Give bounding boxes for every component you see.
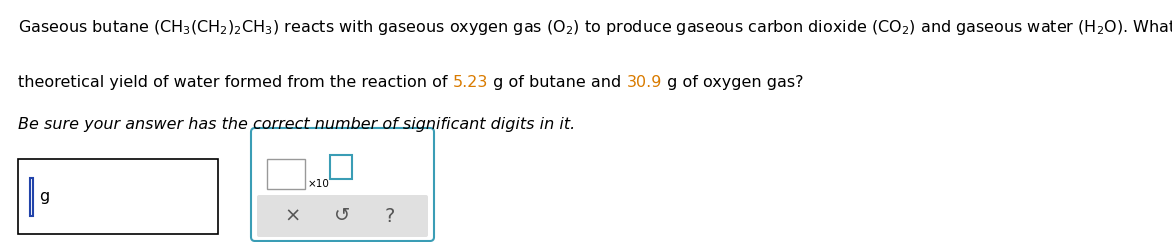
Text: theoretical yield of water formed from the reaction of: theoretical yield of water formed from t… (18, 75, 452, 90)
Text: g of oxygen gas?: g of oxygen gas? (662, 75, 803, 90)
Text: ↺: ↺ (334, 206, 350, 226)
Text: Be sure your answer has the correct number of significant digits in it.: Be sure your answer has the correct numb… (18, 117, 575, 132)
Bar (18, 159, 218, 234)
Text: 5.23: 5.23 (452, 75, 488, 90)
Text: ?: ? (384, 206, 395, 226)
Text: g of butane and: g of butane and (488, 75, 626, 90)
FancyBboxPatch shape (251, 128, 434, 241)
FancyBboxPatch shape (257, 195, 428, 237)
Bar (267, 159, 305, 189)
Text: ×: × (285, 206, 301, 226)
Bar (331, 155, 352, 179)
Text: Gaseous butane $\left(\mathrm{CH_3(CH_2)_2CH_3}\right)$ reacts with gaseous oxyg: Gaseous butane $\left(\mathrm{CH_3(CH_2)… (18, 18, 1172, 37)
Bar (30, 177, 34, 215)
Text: ×10: ×10 (308, 179, 329, 189)
Text: g: g (40, 189, 49, 204)
Text: 30.9: 30.9 (626, 75, 662, 90)
